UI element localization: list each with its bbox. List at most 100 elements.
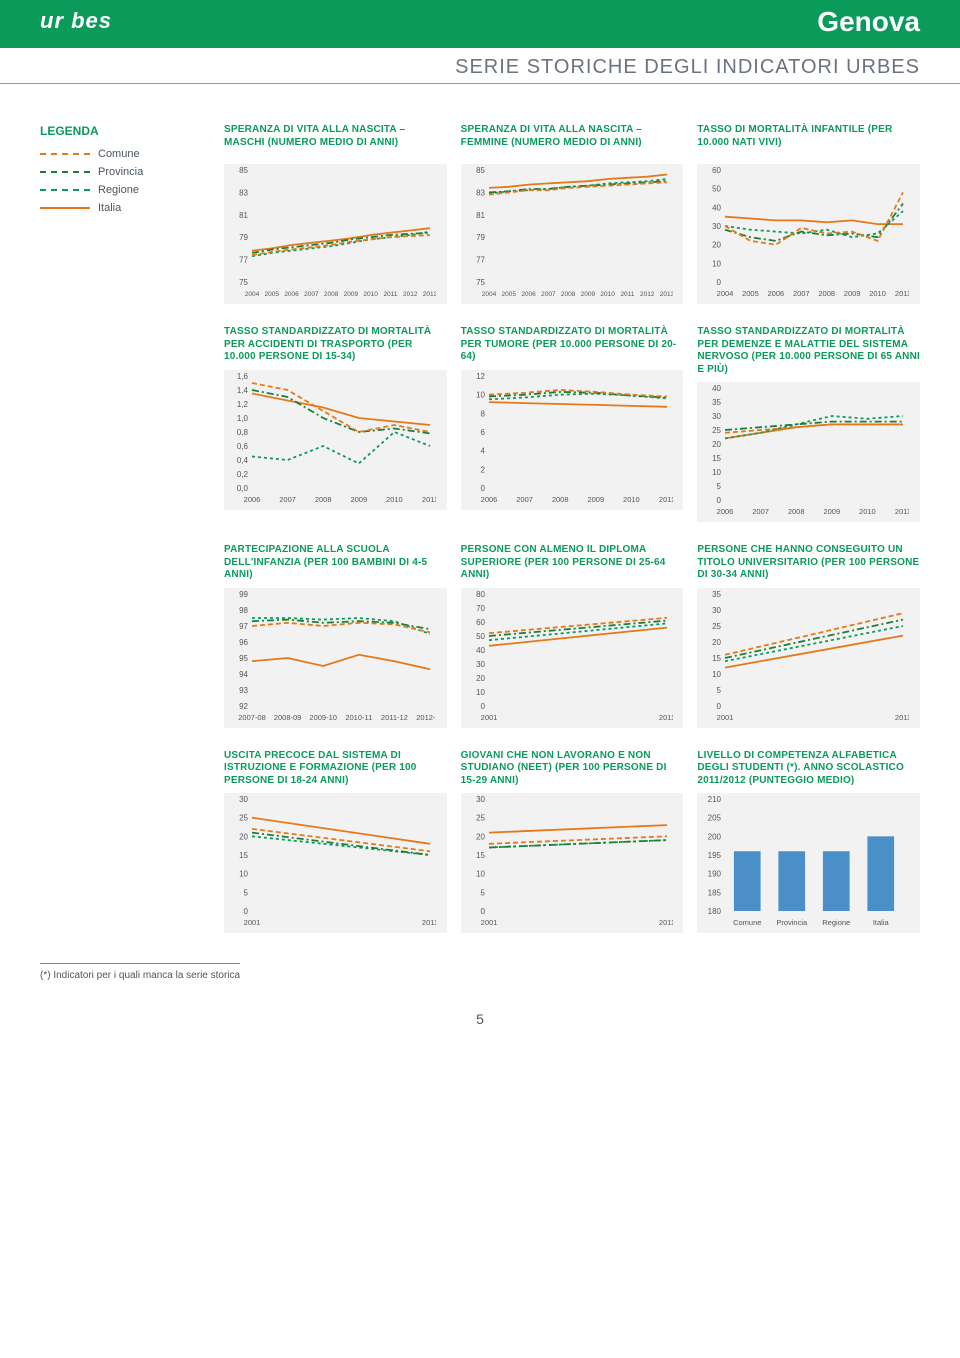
svg-text:5: 5 xyxy=(717,686,722,695)
panel-title: SPERANZA DI VITA ALLA NASCITA – FEMMINE … xyxy=(461,124,684,158)
city-name: Genova xyxy=(817,6,920,38)
svg-text:2009: 2009 xyxy=(344,291,359,298)
svg-text:10: 10 xyxy=(239,870,248,879)
legend-label: Regione xyxy=(98,184,139,196)
panel-title: TASSO STANDARDIZZATO DI MORTALITÀ PER DE… xyxy=(697,326,920,376)
svg-text:77: 77 xyxy=(239,256,248,265)
svg-text:2006: 2006 xyxy=(717,507,734,516)
svg-text:4: 4 xyxy=(480,446,485,455)
svg-text:0: 0 xyxy=(717,278,722,287)
svg-text:94: 94 xyxy=(239,670,248,679)
panel-title: PARTECIPAZIONE ALLA SCUOLA DELL'INFANZIA… xyxy=(224,544,447,582)
svg-text:0: 0 xyxy=(480,484,485,493)
chart-panel: GIOVANI CHE NON LAVORANO E NON STUDIANO … xyxy=(461,750,684,934)
svg-text:0,4: 0,4 xyxy=(237,456,249,465)
svg-text:2006: 2006 xyxy=(768,289,785,298)
svg-text:180: 180 xyxy=(708,907,722,916)
panel-title: TASSO DI MORTALITÀ INFANTILE (PER 10.000… xyxy=(697,124,920,158)
chart-area: 0510152025303540200620072008200920102011 xyxy=(697,382,920,522)
chart-area: 0102030405060708020012011 xyxy=(461,588,684,728)
svg-text:5: 5 xyxy=(244,888,249,897)
panel-title: SPERANZA DI VITA ALLA NASCITA – MASCHI (… xyxy=(224,124,447,158)
legend-item: Italia xyxy=(40,202,210,214)
svg-text:2011-12: 2011-12 xyxy=(381,713,408,722)
svg-text:2008: 2008 xyxy=(788,507,805,516)
chart-panel: TASSO STANDARDIZZATO DI MORTALITÀ PER AC… xyxy=(224,326,447,522)
svg-text:2001: 2001 xyxy=(717,713,734,722)
svg-text:2011: 2011 xyxy=(895,289,909,298)
svg-text:83: 83 xyxy=(239,188,248,197)
svg-text:20: 20 xyxy=(239,832,248,841)
svg-text:2012: 2012 xyxy=(403,291,418,298)
svg-text:200: 200 xyxy=(708,832,722,841)
svg-text:210: 210 xyxy=(708,795,722,804)
svg-text:81: 81 xyxy=(476,211,485,220)
svg-text:2011: 2011 xyxy=(659,495,673,504)
svg-text:2011: 2011 xyxy=(422,918,436,927)
svg-text:0: 0 xyxy=(717,702,722,711)
svg-text:Comune: Comune xyxy=(733,918,761,927)
chart-panel: SPERANZA DI VITA ALLA NASCITA – FEMMINE … xyxy=(461,124,684,304)
panel-title: PERSONE CHE HANNO CONSEGUITO UN TITOLO U… xyxy=(697,544,920,582)
svg-text:0: 0 xyxy=(480,702,485,711)
svg-text:85: 85 xyxy=(476,166,485,175)
svg-text:2005: 2005 xyxy=(742,289,759,298)
svg-text:2011: 2011 xyxy=(659,713,673,722)
svg-text:2011: 2011 xyxy=(895,507,909,516)
chart-panel: TASSO STANDARDIZZATO DI MORTALITÀ PER TU… xyxy=(461,326,684,522)
svg-text:20: 20 xyxy=(712,241,721,250)
svg-text:30: 30 xyxy=(239,795,248,804)
svg-text:2001: 2001 xyxy=(480,918,497,927)
svg-text:2009: 2009 xyxy=(580,291,595,298)
svg-text:10: 10 xyxy=(476,390,485,399)
svg-text:2007: 2007 xyxy=(279,495,296,504)
svg-text:15: 15 xyxy=(476,851,485,860)
svg-text:1,4: 1,4 xyxy=(237,386,249,395)
chart-area: 05101520253020012011 xyxy=(461,793,684,933)
legend-label: Comune xyxy=(98,148,140,160)
svg-text:1,0: 1,0 xyxy=(237,414,249,423)
svg-text:0,2: 0,2 xyxy=(237,470,249,479)
chart-svg: 7577798183852004200520062007200820092010… xyxy=(224,164,436,304)
svg-text:2010: 2010 xyxy=(870,289,887,298)
chart-panel: LIVELLO DI COMPETENZA ALFABETICA DEGLI S… xyxy=(697,750,920,934)
svg-text:2009: 2009 xyxy=(844,289,861,298)
svg-text:20: 20 xyxy=(476,832,485,841)
chart-panel: SPERANZA DI VITA ALLA NASCITA – MASCHI (… xyxy=(224,124,447,304)
svg-text:0,6: 0,6 xyxy=(237,442,249,451)
svg-text:2005: 2005 xyxy=(265,291,280,298)
panel-title: PERSONE CON ALMENO IL DIPLOMA SUPERIORE … xyxy=(461,544,684,582)
chart-area: 7577798183852004200520062007200820092010… xyxy=(461,164,684,304)
svg-text:2008-09: 2008-09 xyxy=(274,713,302,722)
svg-text:2005: 2005 xyxy=(501,291,516,298)
svg-text:Provincia: Provincia xyxy=(777,918,809,927)
svg-text:185: 185 xyxy=(708,888,722,897)
svg-text:70: 70 xyxy=(476,604,485,613)
svg-text:93: 93 xyxy=(239,686,248,695)
chart-panel: USCITA PRECOCE DAL SISTEMA DI ISTRUZIONE… xyxy=(224,750,447,934)
chart-svg: 05101520253020012011 xyxy=(224,793,436,933)
chart-area: 92939495969798992007-082008-092009-10201… xyxy=(224,588,447,728)
svg-text:60: 60 xyxy=(476,618,485,627)
svg-text:10: 10 xyxy=(476,688,485,697)
chart-svg: 0510152025303520012011 xyxy=(697,588,909,728)
svg-text:77: 77 xyxy=(476,256,485,265)
chart-svg: 0102030405060708020012011 xyxy=(461,588,673,728)
svg-text:10: 10 xyxy=(712,468,721,477)
chart-panel: TASSO STANDARDIZZATO DI MORTALITÀ PER DE… xyxy=(697,326,920,522)
page-number: 5 xyxy=(40,1011,920,1027)
svg-text:79: 79 xyxy=(476,233,485,242)
svg-text:2006: 2006 xyxy=(521,291,536,298)
svg-text:2011: 2011 xyxy=(383,291,397,298)
chart-area: 05101520253020012011 xyxy=(224,793,447,933)
svg-text:2010: 2010 xyxy=(623,495,640,504)
svg-text:2004: 2004 xyxy=(481,291,496,298)
svg-text:2013: 2013 xyxy=(659,291,672,298)
chart-panel: PARTECIPAZIONE ALLA SCUOLA DELL'INFANZIA… xyxy=(224,544,447,728)
svg-text:2006: 2006 xyxy=(244,495,261,504)
svg-text:5: 5 xyxy=(717,482,722,491)
svg-text:2009: 2009 xyxy=(350,495,367,504)
svg-text:2008: 2008 xyxy=(561,291,576,298)
legend-item: Regione xyxy=(40,184,210,196)
panel-title: TASSO STANDARDIZZATO DI MORTALITÀ PER TU… xyxy=(461,326,684,364)
